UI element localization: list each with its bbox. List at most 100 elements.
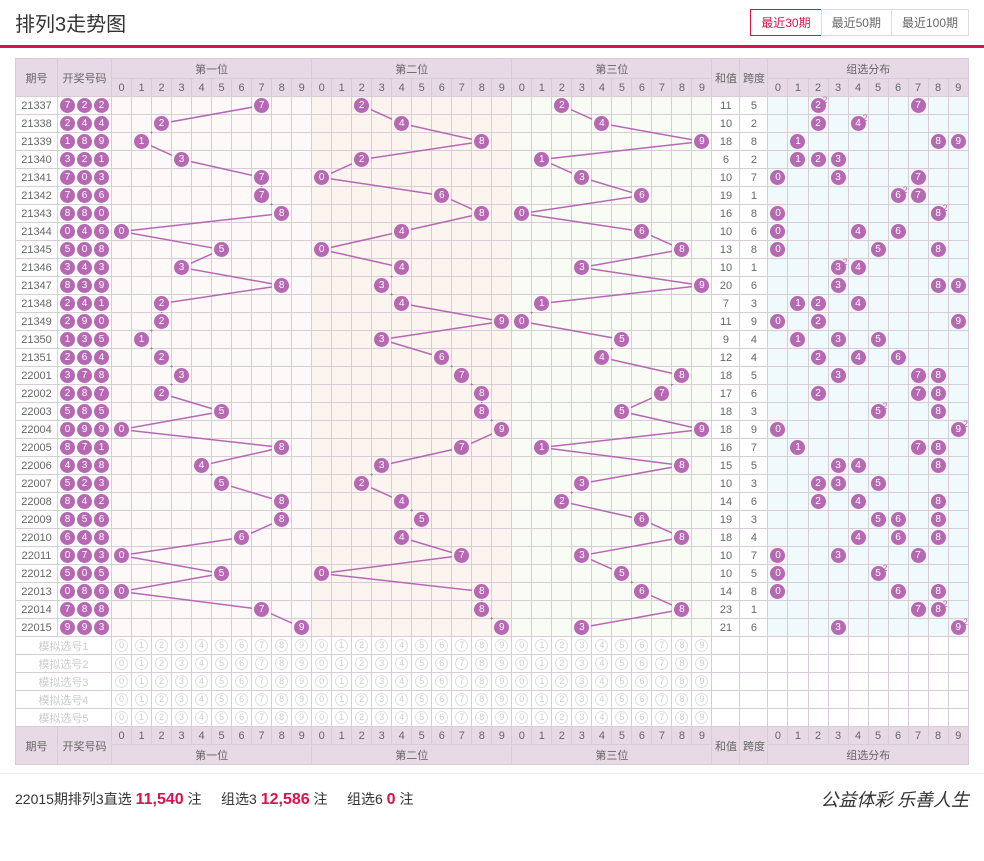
sim-digit[interactable]: 9	[492, 691, 512, 709]
sim-digit[interactable]: 9	[292, 655, 312, 673]
sim-digit[interactable]: 0	[512, 655, 532, 673]
sim-digit[interactable]: 0	[312, 655, 332, 673]
sim-digit[interactable]: 7	[652, 655, 672, 673]
sim-digit[interactable]: 1	[132, 709, 152, 727]
sim-digit[interactable]: 7	[652, 709, 672, 727]
sim-digit[interactable]: 6	[432, 655, 452, 673]
sim-digit[interactable]: 2	[152, 673, 172, 691]
sim-digit[interactable]: 5	[212, 673, 232, 691]
sim-digit[interactable]: 5	[412, 655, 432, 673]
sim-digit[interactable]: 3	[572, 637, 592, 655]
sim-digit[interactable]: 4	[192, 655, 212, 673]
sim-digit[interactable]: 1	[332, 655, 352, 673]
sim-digit[interactable]: 1	[332, 709, 352, 727]
sim-digit[interactable]: 2	[352, 709, 372, 727]
sim-digit[interactable]: 1	[132, 637, 152, 655]
sim-digit[interactable]: 0	[112, 637, 132, 655]
sim-digit[interactable]: 7	[252, 655, 272, 673]
sim-digit[interactable]: 1	[332, 691, 352, 709]
sim-digit[interactable]: 4	[192, 709, 212, 727]
sim-digit[interactable]: 9	[492, 637, 512, 655]
sim-digit[interactable]: 3	[372, 691, 392, 709]
sim-digit[interactable]: 7	[452, 637, 472, 655]
sim-digit[interactable]: 5	[612, 709, 632, 727]
sim-digit[interactable]: 6	[232, 673, 252, 691]
sim-digit[interactable]: 5	[412, 709, 432, 727]
sim-digit[interactable]: 9	[492, 673, 512, 691]
sim-digit[interactable]: 8	[672, 637, 692, 655]
sim-digit[interactable]: 1	[532, 691, 552, 709]
sim-digit[interactable]: 6	[632, 655, 652, 673]
sim-digit[interactable]: 6	[632, 691, 652, 709]
sim-digit[interactable]: 0	[512, 691, 532, 709]
sim-digit[interactable]: 7	[452, 673, 472, 691]
sim-digit[interactable]: 2	[552, 673, 572, 691]
sim-digit[interactable]: 8	[672, 691, 692, 709]
sim-digit[interactable]: 2	[552, 691, 572, 709]
sim-digit[interactable]: 4	[592, 691, 612, 709]
sim-digit[interactable]: 4	[392, 655, 412, 673]
sim-digit[interactable]: 6	[432, 673, 452, 691]
sim-digit[interactable]: 0	[112, 691, 132, 709]
sim-digit[interactable]: 6	[232, 637, 252, 655]
sim-digit[interactable]: 2	[152, 655, 172, 673]
sim-digit[interactable]: 8	[672, 655, 692, 673]
sim-digit[interactable]: 1	[132, 655, 152, 673]
sim-digit[interactable]: 7	[252, 637, 272, 655]
sim-digit[interactable]: 8	[272, 673, 292, 691]
sim-digit[interactable]: 5	[412, 673, 432, 691]
sim-digit[interactable]: 0	[512, 673, 532, 691]
sim-digit[interactable]: 5	[212, 655, 232, 673]
sim-digit[interactable]: 1	[332, 673, 352, 691]
sim-digit[interactable]: 2	[152, 637, 172, 655]
sim-digit[interactable]: 2	[552, 637, 572, 655]
tab-period-1[interactable]: 最近50期	[821, 9, 892, 36]
sim-digit[interactable]: 3	[172, 709, 192, 727]
sim-digit[interactable]: 4	[592, 673, 612, 691]
sim-digit[interactable]: 2	[152, 691, 172, 709]
sim-digit[interactable]: 9	[692, 709, 712, 727]
sim-digit[interactable]: 1	[132, 673, 152, 691]
sim-digit[interactable]: 5	[412, 691, 432, 709]
sim-digit[interactable]: 3	[372, 637, 392, 655]
sim-digit[interactable]: 8	[272, 655, 292, 673]
tab-period-0[interactable]: 最近30期	[750, 9, 821, 36]
sim-digit[interactable]: 1	[532, 637, 552, 655]
sim-digit[interactable]: 9	[292, 709, 312, 727]
sim-digit[interactable]: 3	[572, 709, 592, 727]
sim-digit[interactable]: 9	[492, 709, 512, 727]
sim-digit[interactable]: 0	[112, 709, 132, 727]
sim-digit[interactable]: 8	[472, 655, 492, 673]
sim-digit[interactable]: 6	[432, 691, 452, 709]
sim-digit[interactable]: 6	[432, 637, 452, 655]
sim-digit[interactable]: 1	[532, 709, 552, 727]
sim-digit[interactable]: 7	[652, 673, 672, 691]
sim-digit[interactable]: 2	[352, 655, 372, 673]
sim-digit[interactable]: 7	[252, 673, 272, 691]
sim-digit[interactable]: 9	[692, 637, 712, 655]
sim-digit[interactable]: 8	[272, 691, 292, 709]
sim-digit[interactable]: 0	[112, 655, 132, 673]
sim-digit[interactable]: 9	[692, 673, 712, 691]
sim-digit[interactable]: 2	[552, 709, 572, 727]
sim-digit[interactable]: 5	[612, 673, 632, 691]
sim-digit[interactable]: 4	[392, 637, 412, 655]
sim-digit[interactable]: 8	[472, 637, 492, 655]
sim-digit[interactable]: 7	[652, 691, 672, 709]
sim-digit[interactable]: 5	[612, 655, 632, 673]
sim-digit[interactable]: 3	[172, 655, 192, 673]
sim-digit[interactable]: 1	[332, 637, 352, 655]
sim-digit[interactable]: 4	[392, 709, 412, 727]
sim-digit[interactable]: 0	[512, 637, 532, 655]
sim-digit[interactable]: 8	[472, 709, 492, 727]
sim-digit[interactable]: 7	[252, 691, 272, 709]
sim-digit[interactable]: 3	[372, 709, 392, 727]
sim-digit[interactable]: 7	[452, 691, 472, 709]
sim-digit[interactable]: 8	[472, 673, 492, 691]
sim-digit[interactable]: 3	[172, 637, 192, 655]
sim-digit[interactable]: 0	[312, 673, 332, 691]
sim-digit[interactable]: 6	[232, 655, 252, 673]
sim-digit[interactable]: 0	[312, 637, 332, 655]
sim-digit[interactable]: 8	[272, 637, 292, 655]
sim-digit[interactable]: 1	[532, 673, 552, 691]
